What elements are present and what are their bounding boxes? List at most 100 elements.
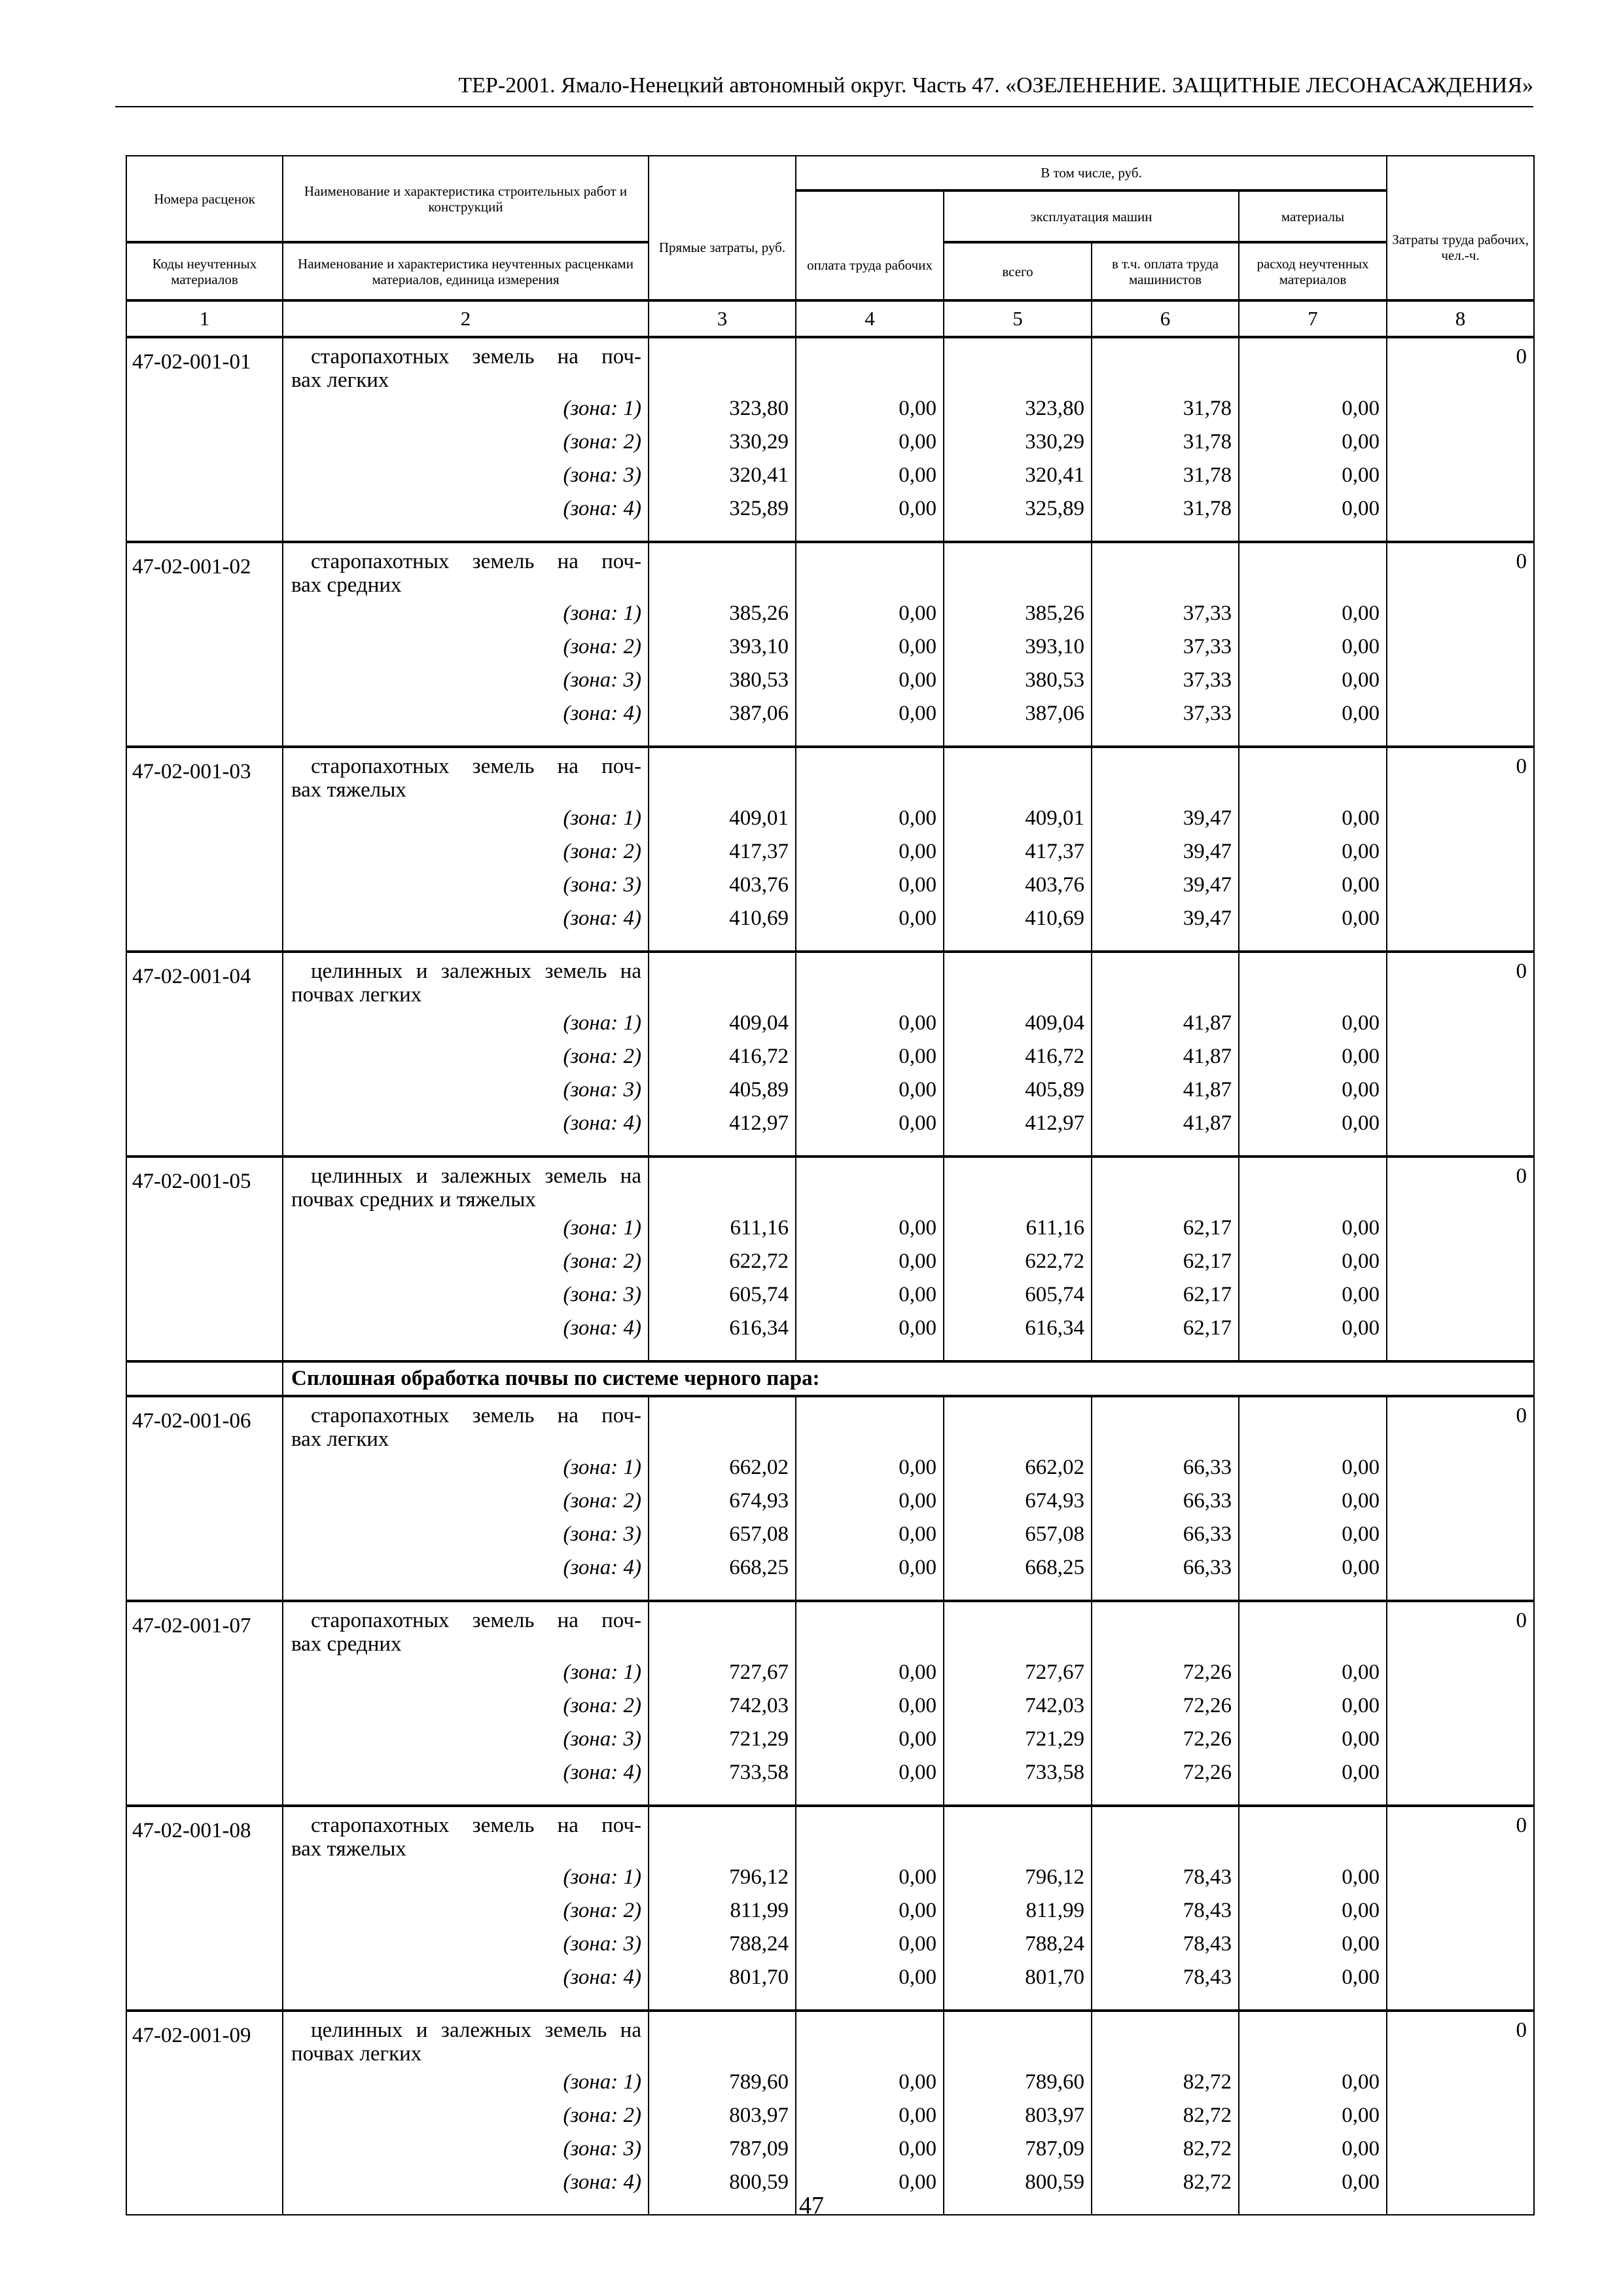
worker-pay-value: 0,00 (899, 463, 936, 487)
direct-costs-value: 417,37 (729, 840, 789, 863)
rate-name-cell: старопахотных земель на поч-вах легких (з… (282, 336, 649, 543)
materials-cost-cell: 0,00 0,00 0,00 0,00 (1238, 1600, 1388, 1806)
header-material-codes: Коды неучтенных материалов (126, 242, 283, 301)
machinist-pay-value: 31,78 (1183, 497, 1232, 520)
materials-cost-cell: 0,00 0,00 0,00 0,00 (1238, 951, 1388, 1157)
materials-cost-value: 0,00 (1342, 1283, 1380, 1306)
spacer (1092, 1602, 1238, 1656)
materials-cost-value: 0,00 (1342, 1216, 1380, 1240)
materials-cost-value: 0,00 (1342, 702, 1380, 725)
machinist-pay-value: 62,17 (1183, 1216, 1232, 1240)
rate-name-cell: целинных и залежных земель на почвах легк… (282, 2010, 649, 2215)
materials-cost-cell: 0,00 0,00 0,00 0,00 (1238, 1156, 1388, 1362)
materials-cost-cell: 0,00 0,00 0,00 0,00 (1238, 746, 1388, 952)
direct-costs-cell: 796,12 811,99 788,24 801,70 (648, 1805, 796, 2011)
rate-name-line: вах средних (291, 573, 402, 597)
zone-label: (зона: 1) (563, 1865, 641, 1889)
zone-label: (зона: 2) (563, 2104, 641, 2127)
worker-pay-value: 0,00 (899, 1761, 936, 1784)
materials-cost-value: 0,00 (1342, 397, 1380, 420)
worker-pay-value: 0,00 (899, 1899, 936, 1922)
machinist-pay-value: 72,26 (1183, 1694, 1232, 1717)
machines-total-value: 668,25 (1025, 1556, 1084, 1579)
direct-costs-value: 325,89 (729, 497, 789, 520)
zone-label: (зона: 4) (563, 906, 641, 930)
worker-pay-cell: 0,00 0,00 0,00 0,00 (795, 1395, 944, 1602)
spacer (1240, 1807, 1386, 1861)
direct-costs-cell: 323,80 330,29 320,41 325,89 (648, 336, 796, 543)
machines-total-value: 662,02 (1025, 1456, 1084, 1479)
direct-costs-cell: 409,01 417,37 403,76 410,69 (648, 746, 796, 952)
direct-costs-value: 657,08 (729, 1522, 789, 1546)
machinist-pay-value: 82,72 (1183, 2104, 1232, 2127)
machinist-pay-value: 82,72 (1183, 2170, 1232, 2194)
header-rule (115, 106, 1533, 107)
zone-label: (зона: 2) (563, 635, 641, 658)
direct-costs-value: 409,01 (729, 806, 789, 830)
spacer (1092, 1807, 1238, 1861)
header-machine-operation: эксплуатация машин (943, 190, 1240, 243)
machines-total-value: 417,37 (1025, 840, 1084, 863)
materials-cost-cell: 0,00 0,00 0,00 0,00 (1238, 1395, 1388, 1602)
rate-row: 47-02-001-02 старопахотных земель на поч-… (126, 541, 1535, 747)
labor-value: 0 (1516, 960, 1527, 983)
direct-costs-value: 801,70 (729, 1965, 789, 1989)
materials-cost-cell: 0,00 0,00 0,00 0,00 (1238, 336, 1388, 543)
materials-cost-value: 0,00 (1342, 840, 1380, 863)
machines-total-value: 403,76 (1025, 873, 1084, 897)
worker-pay-value: 0,00 (899, 430, 936, 454)
machinist-pay-cell: 82,72 82,72 82,72 82,72 (1091, 2010, 1240, 2215)
machines-total-value: 387,06 (1025, 702, 1084, 725)
machines-total-value: 787,09 (1025, 2137, 1084, 2161)
direct-costs-value: 387,06 (729, 702, 789, 725)
rate-row: 47-02-001-03 старопахотных земель на поч-… (126, 746, 1535, 952)
worker-pay-value: 0,00 (899, 2170, 936, 2194)
machinist-pay-value: 62,17 (1183, 1316, 1232, 1340)
direct-costs-value: 403,76 (729, 873, 789, 897)
direct-costs-value: 622,72 (729, 1249, 789, 1273)
machinist-pay-value: 39,47 (1183, 840, 1232, 863)
direct-costs-value: 727,67 (729, 1660, 789, 1684)
worker-pay-cell: 0,00 0,00 0,00 0,00 (795, 336, 944, 543)
spacer (283, 1602, 648, 1609)
zone-label: (зона: 4) (563, 1316, 641, 1340)
machines-total-value: 320,41 (1025, 463, 1084, 487)
column-number: 5 (943, 300, 1092, 338)
direct-costs-cell: 727,67 742,03 721,29 733,58 (648, 1600, 796, 1806)
materials-cost-value: 0,00 (1342, 1899, 1380, 1922)
worker-pay-value: 0,00 (899, 2070, 936, 2094)
materials-cost-value: 0,00 (1342, 906, 1380, 930)
machines-total-value: 385,26 (1025, 601, 1084, 625)
zone-label: (зона: 3) (563, 1283, 641, 1306)
machines-total-value: 412,97 (1025, 1111, 1084, 1135)
rate-name-cell: целинных и залежных земель на почвах легк… (282, 951, 649, 1157)
direct-costs-value: 409,04 (729, 1011, 789, 1035)
spacer (1092, 2012, 1238, 2066)
machines-total-value: 733,58 (1025, 1761, 1084, 1784)
column-number: 2 (282, 300, 649, 338)
materials-cost-value: 0,00 (1342, 1727, 1380, 1751)
spacer (649, 2012, 795, 2066)
machinist-pay-cell: 41,87 41,87 41,87 41,87 (1091, 951, 1240, 1157)
direct-costs-value: 803,97 (729, 2104, 789, 2127)
worker-pay-value: 0,00 (899, 1216, 936, 1240)
machines-total-value: 611,16 (1026, 1216, 1084, 1240)
labor-value: 0 (1516, 1814, 1527, 1837)
worker-pay-value: 0,00 (899, 806, 936, 830)
spacer (944, 1602, 1091, 1656)
spacer (283, 1807, 648, 1814)
machines-total-cell: 727,67 742,03 721,29 733,58 (943, 1600, 1092, 1806)
machines-total-value: 605,74 (1025, 1283, 1084, 1306)
spacer (1092, 1158, 1238, 1211)
worker-pay-value: 0,00 (899, 2137, 936, 2161)
rate-name-line: почвах легких (291, 2042, 422, 2066)
worker-pay-value: 0,00 (899, 497, 936, 520)
spacer (796, 953, 943, 1007)
worker-pay-value: 0,00 (899, 1932, 936, 1956)
spacer (944, 2012, 1091, 2066)
direct-costs-value: 380,53 (729, 668, 789, 692)
labor-value: 0 (1516, 1404, 1527, 1427)
spacer (283, 1397, 648, 1404)
machinist-pay-value: 66,33 (1183, 1489, 1232, 1513)
spacer (1240, 2012, 1386, 2066)
